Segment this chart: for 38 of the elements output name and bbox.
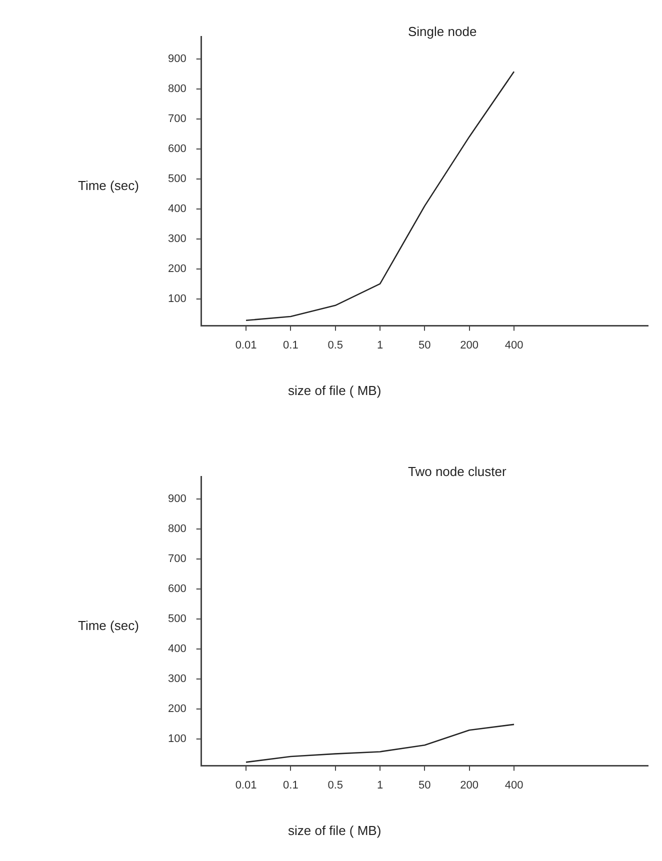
y-tick-label: 700 (168, 113, 186, 126)
y-tick-label: 600 (168, 143, 186, 156)
x-axis-title: size of file ( MB) (288, 383, 382, 398)
y-tick-label: 200 (168, 262, 186, 275)
y-tick-label: 700 (168, 553, 186, 566)
y-tick-label: 900 (168, 53, 186, 66)
x-tick-label: 50 (418, 339, 431, 352)
y-tick-label: 500 (168, 612, 186, 625)
y-tick-label: 400 (168, 642, 186, 655)
x-axis-title: size of file ( MB) (288, 823, 382, 838)
x-tick-label: 400 (504, 779, 524, 792)
x-tick-label: 0.1 (283, 339, 298, 352)
x-tick-label: 200 (460, 779, 479, 792)
x-tick-label: 0.01 (235, 339, 257, 352)
y-axis-title: Time (sec) (78, 618, 139, 633)
x-tick-label: 1 (376, 339, 384, 352)
y-tick-label: 800 (168, 83, 186, 96)
x-tick-label: 200 (460, 339, 479, 352)
y-tick-label: 300 (168, 672, 186, 685)
chart-title: Single node (408, 24, 477, 39)
y-tick-label: 300 (168, 232, 186, 245)
y-tick-label: 900 (168, 493, 186, 506)
x-tick-label: 400 (504, 339, 524, 352)
y-tick-label: 400 (168, 202, 186, 215)
y-tick-label: 600 (168, 583, 186, 596)
y-tick-label: 100 (168, 732, 186, 745)
y-axis-title: Time (sec) (78, 178, 139, 193)
y-tick-label: 500 (168, 172, 186, 185)
y-tick-label: 100 (168, 292, 186, 305)
x-tick-label: 1 (376, 779, 384, 792)
chart-title: Two node cluster (408, 464, 506, 479)
y-tick-label: 200 (168, 702, 186, 715)
x-tick-label: 0.5 (328, 339, 343, 352)
x-tick-label: 0.01 (235, 779, 257, 792)
x-tick-label: 50 (418, 779, 431, 792)
y-tick-label: 800 (168, 523, 186, 536)
x-tick-label: 0.1 (283, 779, 298, 792)
x-tick-label: 0.5 (328, 779, 343, 792)
